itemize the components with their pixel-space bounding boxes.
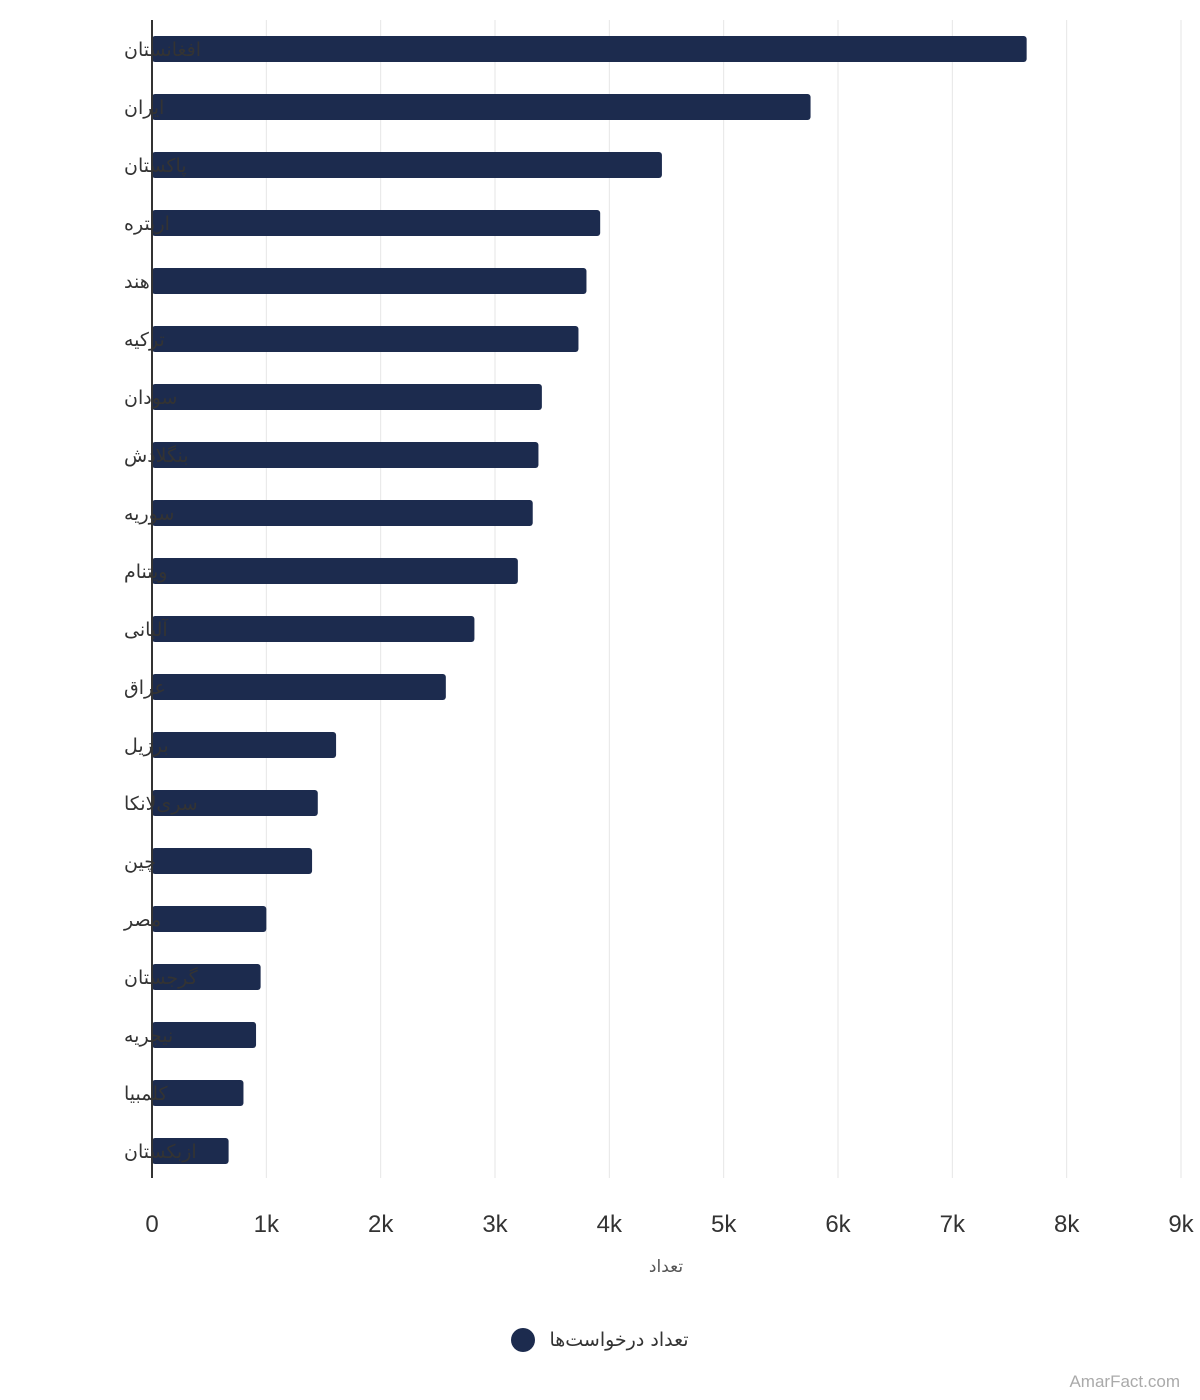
legend-swatch-icon: [511, 1328, 536, 1352]
category-label: ویتنام: [124, 561, 167, 583]
category-label: بنگلادش: [124, 444, 189, 467]
bar: [152, 964, 261, 990]
category-label: ازبکستان: [124, 1141, 197, 1163]
bar: [152, 790, 318, 816]
bar: [152, 558, 518, 584]
category-label: سودان: [124, 387, 177, 409]
x-tick-label: 4k: [597, 1211, 623, 1238]
legend-item[interactable]: تعداد درخواست‌ها: [511, 1328, 689, 1352]
bar: [152, 442, 539, 468]
bar: [152, 1022, 257, 1048]
bar: [152, 36, 1027, 62]
bar: [152, 674, 446, 700]
category-label: گرجستان: [124, 966, 199, 989]
category-label: سوریه: [124, 503, 174, 525]
x-tick-label: 1k: [254, 1211, 280, 1238]
category-label: پاکستان: [124, 155, 187, 177]
bar: [152, 616, 475, 642]
bar: [152, 500, 533, 526]
bar: [152, 384, 542, 410]
category-label: افغانستان: [124, 39, 201, 61]
category-label: عراق: [124, 677, 166, 699]
bar: [152, 1080, 244, 1106]
x-tick-label: 6k: [825, 1211, 851, 1238]
category-label: ترکیه: [124, 329, 165, 351]
category-label: هند: [124, 271, 150, 293]
x-tick-label: 3k: [482, 1211, 508, 1238]
bar: [152, 210, 601, 236]
bar: [152, 326, 579, 352]
bar: [152, 1138, 229, 1164]
x-tick-label: 5k: [711, 1211, 737, 1238]
category-label: ایران: [124, 97, 164, 119]
x-tick-label: 9k: [1168, 1211, 1194, 1238]
category-label: اریتره: [124, 213, 170, 235]
category-label: کلمبیا: [124, 1083, 169, 1105]
x-tick-label: 2k: [368, 1211, 394, 1238]
bar: [152, 152, 662, 178]
category-label: نیجریه: [124, 1025, 173, 1047]
credit-text: AmarFact.com: [1069, 1372, 1180, 1391]
category-label: برزیل: [124, 735, 169, 757]
x-tick-label: 8k: [1054, 1211, 1080, 1238]
bar: [152, 94, 811, 120]
x-tick-label: 0: [145, 1211, 158, 1238]
x-tick-label: 7k: [940, 1211, 966, 1238]
category-label: چین: [124, 851, 156, 873]
category-label: سری‌لانکا: [124, 793, 198, 815]
bar: [152, 732, 337, 758]
category-label: آلبانی: [124, 617, 168, 641]
bar: [152, 268, 587, 294]
bar: [152, 906, 267, 932]
legend: تعداد درخواست‌ها: [0, 1322, 1200, 1358]
bar: [152, 848, 313, 874]
legend-label: تعداد درخواست‌ها: [549, 1329, 689, 1351]
category-label: مصر: [123, 909, 161, 931]
x-axis-title: تعداد: [649, 1257, 683, 1277]
